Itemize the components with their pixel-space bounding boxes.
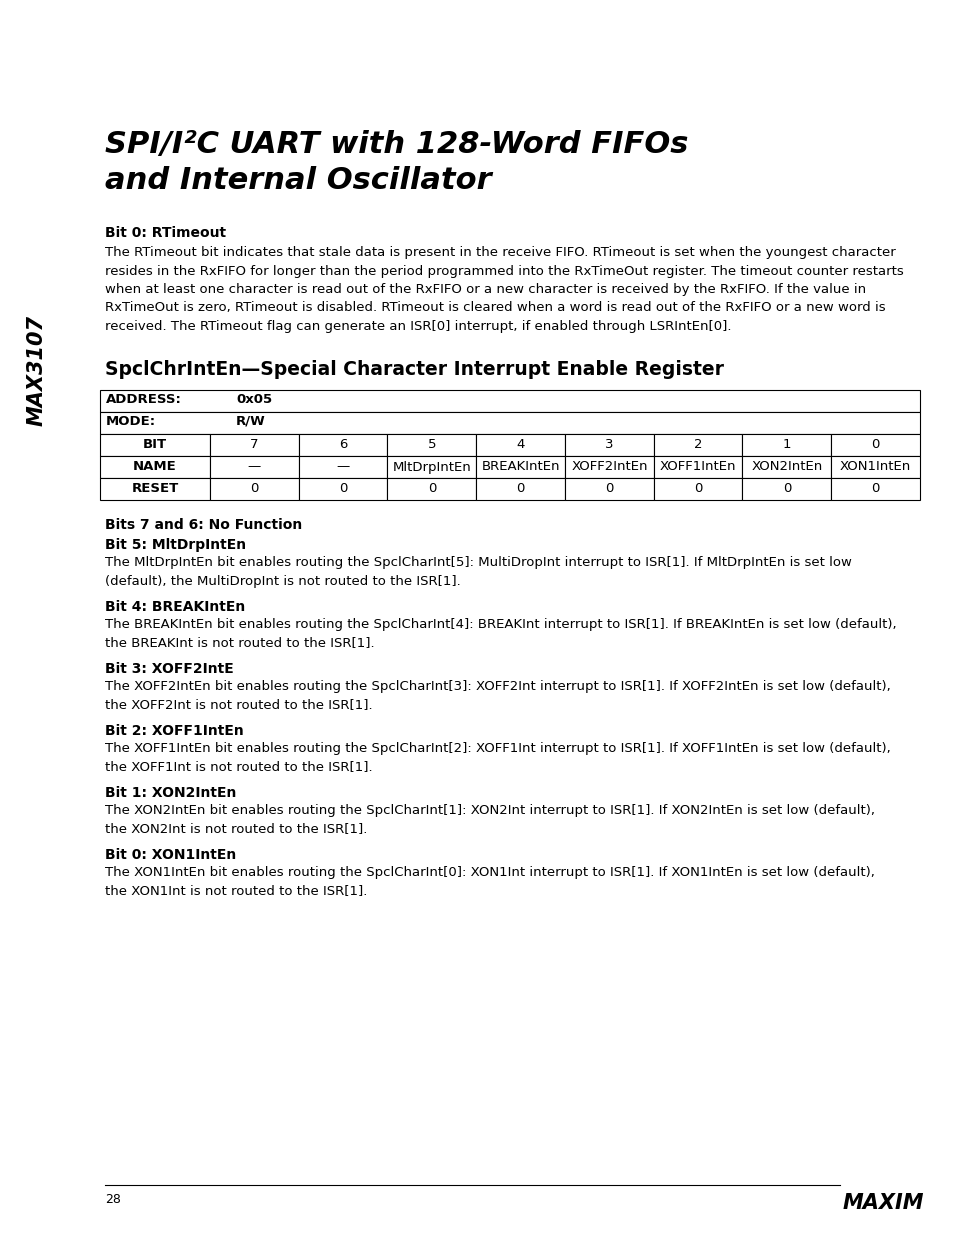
Text: 7: 7 [250,438,258,452]
Bar [830,456,919,478]
Text: NAME: NAME [133,461,176,473]
Text: Bit 0: RTimeout: Bit 0: RTimeout [105,226,226,240]
Text: The BREAKIntEn bit enables routing the SpclCharInt[4]: BREAKInt interrupt to ISR: The BREAKIntEn bit enables routing the S… [105,618,896,650]
Text: 0: 0 [427,483,436,495]
Text: MODE:: MODE: [106,415,156,429]
Text: 0: 0 [250,483,258,495]
Text: 28: 28 [105,1193,121,1207]
Text: RESET: RESET [132,483,178,495]
Text: R/W: R/W [235,415,266,429]
Text: The XOFF1IntEn bit enables routing the SpclCharInt[2]: XOFF1Int interrupt to ISR: The XOFF1IntEn bit enables routing the S… [105,742,890,773]
Text: 0: 0 [338,483,347,495]
Text: 2: 2 [693,438,701,452]
Text: Bit 2: XOFF1IntEn: Bit 2: XOFF1IntEn [105,724,244,739]
Bar [210,456,298,478]
Text: Bit 3: XOFF2IntE: Bit 3: XOFF2IntE [105,662,233,676]
Text: Bit 1: XON2IntEn: Bit 1: XON2IntEn [105,785,236,800]
Text: The MltDrpIntEn bit enables routing the SpclCharInt[5]: MultiDropInt interrupt t: The MltDrpIntEn bit enables routing the … [105,556,851,588]
Text: Bit 5: MltDrpIntEn: Bit 5: MltDrpIntEn [105,538,246,552]
Bar [741,433,830,456]
Text: XON2IntEn: XON2IntEn [750,461,821,473]
Text: —: — [248,461,261,473]
Text: XON1IntEn: XON1IntEn [840,461,910,473]
Text: 5: 5 [427,438,436,452]
Bar [100,478,210,500]
Text: 3: 3 [604,438,613,452]
Bar [100,390,919,412]
Bar [476,456,564,478]
Text: 0x05: 0x05 [235,393,272,406]
Text: The XOFF2IntEn bit enables routing the SpclCharInt[3]: XOFF2Int interrupt to ISR: The XOFF2IntEn bit enables routing the S… [105,680,890,711]
Text: and Internal Oscillator: and Internal Oscillator [105,165,491,195]
Text: XOFF2IntEn: XOFF2IntEn [571,461,647,473]
Bar [100,433,210,456]
Text: The XON1IntEn bit enables routing the SpclCharInt[0]: XON1Int interrupt to ISR[1: The XON1IntEn bit enables routing the Sp… [105,866,874,898]
Bar [298,433,387,456]
Bar [387,433,476,456]
Text: 0: 0 [781,483,790,495]
Text: 6: 6 [338,438,347,452]
Bar [830,478,919,500]
Bar [653,456,741,478]
Text: MAX3107: MAX3107 [27,315,47,426]
Bar [653,433,741,456]
Text: 4: 4 [516,438,524,452]
Bar [741,478,830,500]
Text: The XON2IntEn bit enables routing the SpclCharInt[1]: XON2Int interrupt to ISR[1: The XON2IntEn bit enables routing the Sp… [105,804,874,836]
Bar [100,456,210,478]
Text: 0: 0 [693,483,701,495]
Text: MltDrpIntEn: MltDrpIntEn [392,461,471,473]
Text: The RTimeout bit indicates that stale data is present in the receive FIFO. RTime: The RTimeout bit indicates that stale da… [105,246,902,333]
Text: MAXIM: MAXIM [842,1193,923,1213]
Text: SpclChrIntEn—Special Character Interrupt Enable Register: SpclChrIntEn—Special Character Interrupt… [105,359,723,379]
Bar [210,478,298,500]
Bar [298,456,387,478]
Text: BIT: BIT [143,438,167,452]
Bar [830,433,919,456]
Text: Bit 4: BREAKIntEn: Bit 4: BREAKIntEn [105,600,245,614]
Text: SPI/I²C UART with 128-Word FIFOs: SPI/I²C UART with 128-Word FIFOs [105,130,688,159]
Text: Bits 7 and 6: No Function: Bits 7 and 6: No Function [105,517,302,532]
Bar [298,478,387,500]
Text: ADDRESS:: ADDRESS: [106,393,182,406]
Bar [741,456,830,478]
Text: Bit 0: XON1IntEn: Bit 0: XON1IntEn [105,848,236,862]
Text: 0: 0 [516,483,524,495]
Bar [100,412,919,433]
Text: 0: 0 [604,483,613,495]
Text: 1: 1 [781,438,790,452]
Text: XOFF1IntEn: XOFF1IntEn [659,461,736,473]
Bar [476,433,564,456]
Bar [564,433,653,456]
Bar [476,478,564,500]
Bar [653,478,741,500]
Text: 0: 0 [870,483,879,495]
Bar [387,456,476,478]
Bar [564,478,653,500]
Bar [210,433,298,456]
Bar [564,456,653,478]
Bar [387,478,476,500]
Text: —: — [336,461,350,473]
Text: BREAKIntEn: BREAKIntEn [481,461,559,473]
Text: 0: 0 [870,438,879,452]
